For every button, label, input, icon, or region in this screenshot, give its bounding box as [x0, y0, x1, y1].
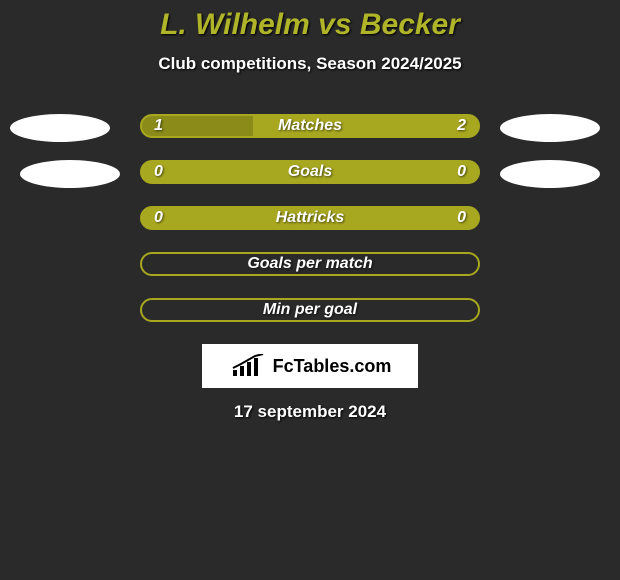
stat-bar: Min per goal	[140, 298, 480, 322]
logo-chart-icon	[229, 354, 269, 378]
stat-label: Goals per match	[247, 255, 372, 273]
stat-row: 0 Goals 0	[0, 160, 620, 184]
logo-text: FcTables.com	[273, 356, 392, 377]
stats-rows: 1 Matches 2 0 Goals 0 0 Hattricks 0 Goals per mat…	[0, 114, 620, 322]
stat-value-left: 0	[154, 163, 163, 181]
stat-bar: 1 Matches 2	[140, 114, 480, 138]
stat-row: Goals per match	[0, 252, 620, 276]
comparison-card: L. Wilhelm vs Becker Club competitions, …	[0, 0, 620, 422]
stat-value-right: 0	[457, 209, 466, 227]
stat-bar: 0 Goals 0	[140, 160, 480, 184]
stat-row: 0 Hattricks 0	[0, 206, 620, 230]
stat-value-right: 0	[457, 163, 466, 181]
logo-box: FcTables.com	[202, 344, 418, 388]
stat-value-left: 0	[154, 209, 163, 227]
card-date: 17 september 2024	[0, 402, 620, 422]
stat-row: 1 Matches 2	[0, 114, 620, 138]
card-title: L. Wilhelm vs Becker	[0, 8, 620, 42]
stat-value-left: 1	[154, 117, 163, 135]
stat-label: Hattricks	[276, 209, 344, 227]
card-subtitle: Club competitions, Season 2024/2025	[0, 54, 620, 74]
stat-label: Matches	[278, 117, 342, 135]
stat-bar: Goals per match	[140, 252, 480, 276]
stat-row: Min per goal	[0, 298, 620, 322]
stat-label: Goals	[288, 163, 332, 181]
stat-bar: 0 Hattricks 0	[140, 206, 480, 230]
stat-value-right: 2	[457, 117, 466, 135]
stat-label: Min per goal	[263, 301, 357, 319]
